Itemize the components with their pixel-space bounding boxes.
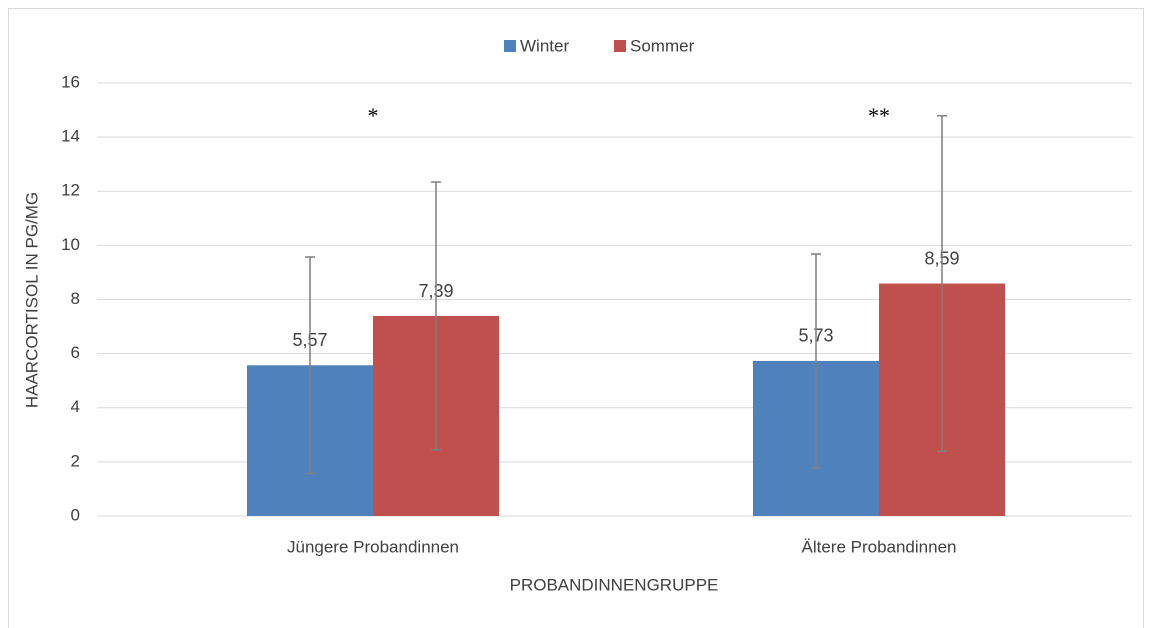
y-tick-label: 16 — [61, 72, 80, 91]
y-tick-label: 4 — [71, 397, 80, 416]
x-tick-label: Ältere Probandinnen — [801, 537, 956, 556]
y-tick-label: 0 — [71, 505, 80, 524]
legend-swatch — [504, 40, 516, 52]
y-tick-label: 2 — [71, 451, 80, 470]
y-tick-label: 8 — [71, 289, 80, 308]
y-tick-label: 14 — [61, 127, 80, 146]
legend-label: Winter — [520, 36, 569, 55]
y-axis-label: HAARCORTISOL IN PG/MG — [22, 192, 41, 408]
legend-swatch — [614, 40, 626, 52]
y-tick-label: 12 — [61, 181, 80, 200]
y-tick-label: 6 — [71, 343, 80, 362]
x-axis-label: PROBANDINNENGRUPPE — [510, 575, 719, 594]
y-tick-label: 10 — [61, 235, 80, 254]
annotation: ** — [868, 103, 890, 128]
x-tick-label: Jüngere Probandinnen — [287, 537, 459, 556]
legend-label: Sommer — [630, 36, 695, 55]
annotation: * — [368, 103, 379, 128]
